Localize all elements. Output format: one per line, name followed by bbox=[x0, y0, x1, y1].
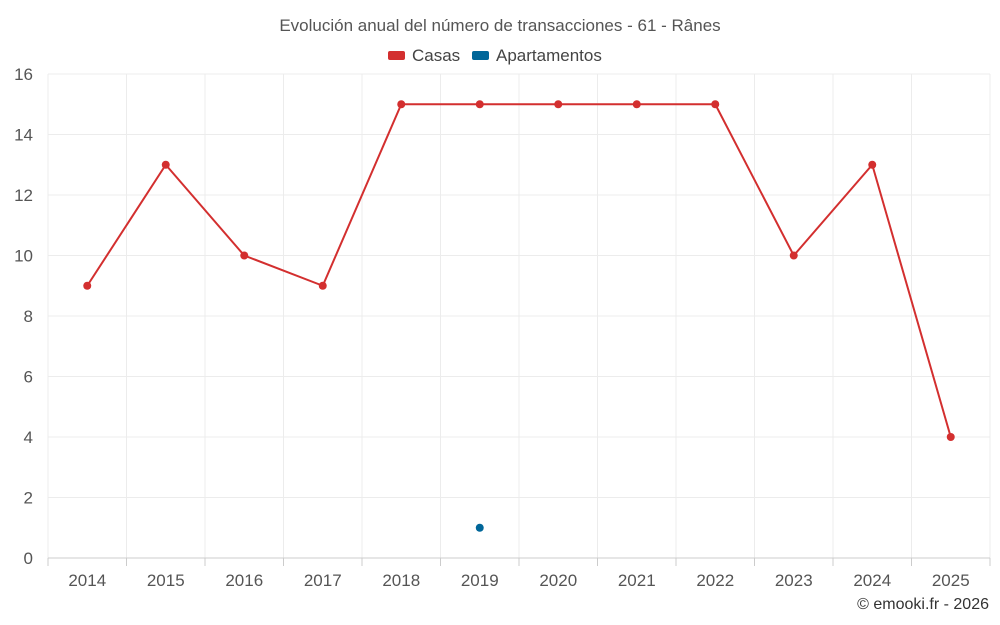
legend-label-apartamentos: Apartamentos bbox=[496, 46, 602, 65]
series-line-casas bbox=[86, 103, 952, 438]
y-tick-label: 12 bbox=[14, 186, 33, 205]
x-tick-label: 2018 bbox=[382, 571, 420, 590]
data-point-casas[interactable] bbox=[240, 251, 249, 260]
x-tick-label: 2015 bbox=[147, 571, 185, 590]
y-tick-label: 6 bbox=[24, 368, 33, 387]
y-tick-label: 14 bbox=[14, 126, 33, 145]
credit: © emooki.fr - 2026 bbox=[857, 596, 989, 613]
axes: 0 2 4 6 8 10 12 14 16 2014 2015 2016 2017 2018 2019 202… bbox=[14, 65, 991, 590]
data-point-casas[interactable] bbox=[161, 160, 170, 169]
data-point-casas[interactable] bbox=[397, 100, 406, 109]
x-tick-label: 2024 bbox=[853, 571, 891, 590]
data-point-casas[interactable] bbox=[868, 160, 877, 169]
data-point-casas[interactable] bbox=[632, 100, 641, 109]
y-tick-label: 10 bbox=[14, 247, 33, 266]
data-point-casas[interactable] bbox=[789, 251, 798, 260]
legend-item-casas[interactable]: Casas bbox=[388, 46, 460, 65]
data-point-casas[interactable] bbox=[554, 100, 563, 109]
data-point-casas[interactable] bbox=[83, 281, 92, 290]
legend-swatch-apartamentos bbox=[472, 51, 489, 60]
x-tick-label: 2020 bbox=[539, 571, 577, 590]
y-tick-label: 0 bbox=[24, 549, 33, 568]
data-point-casas[interactable] bbox=[318, 281, 327, 290]
y-tick-label: 4 bbox=[24, 428, 33, 447]
y-tick-label: 8 bbox=[24, 307, 33, 326]
legend: Casas Apartamentos bbox=[388, 46, 602, 65]
y-tick-label: 2 bbox=[24, 489, 33, 508]
x-tick-label: 2023 bbox=[775, 571, 813, 590]
x-tick-label: 2025 bbox=[932, 571, 970, 590]
legend-item-apartamentos[interactable]: Apartamentos bbox=[472, 46, 602, 65]
x-tick-label: 2019 bbox=[461, 571, 499, 590]
plot-area bbox=[83, 100, 955, 532]
data-point-apartamentos[interactable] bbox=[475, 523, 484, 532]
x-tick-label: 2021 bbox=[618, 571, 656, 590]
grid bbox=[47, 73, 991, 558]
chart-title: Evolución anual del número de transaccio… bbox=[279, 16, 720, 35]
legend-label-casas: Casas bbox=[412, 46, 460, 65]
data-point-casas[interactable] bbox=[946, 433, 955, 441]
legend-swatch-casas bbox=[388, 51, 405, 60]
x-tick-label: 2016 bbox=[225, 571, 263, 590]
y-tick-label: 16 bbox=[14, 65, 33, 84]
data-point-casas[interactable] bbox=[711, 100, 720, 109]
data-point-casas[interactable] bbox=[475, 100, 484, 109]
x-tick-label: 2017 bbox=[304, 571, 342, 590]
x-tick-label: 2022 bbox=[696, 571, 734, 590]
x-tick-label: 2014 bbox=[68, 571, 106, 590]
